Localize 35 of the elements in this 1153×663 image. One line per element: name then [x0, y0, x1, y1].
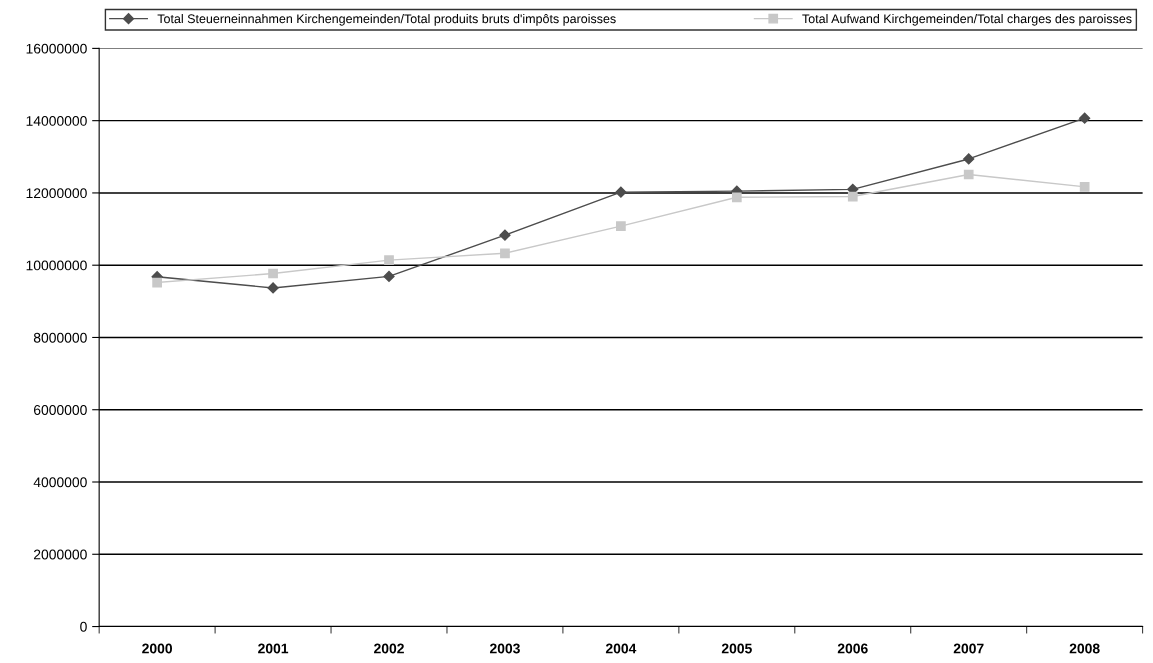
x-tick-label: 2001 — [258, 643, 289, 654]
x-tick-label: 2003 — [489, 643, 520, 654]
point — [499, 229, 511, 241]
point — [615, 186, 627, 198]
x-tick-label: 2005 — [721, 643, 752, 654]
point — [963, 153, 975, 165]
legend-label: Total Steuerneinnahmen Kirchengemeinden/Total produits bruts d'impôts paroisses — [157, 13, 616, 26]
x-tick-label: 2006 — [837, 643, 868, 654]
point — [384, 255, 394, 266]
point — [1079, 112, 1091, 124]
point — [268, 268, 278, 279]
y-tick-label: 2000000 — [33, 549, 87, 560]
y-tick-label: 4000000 — [33, 477, 87, 488]
y-tick-label: 12000000 — [26, 188, 87, 199]
y-tick-label: 8000000 — [33, 332, 87, 343]
point — [152, 277, 162, 288]
y-tick-label: 0 — [80, 621, 87, 632]
point — [500, 248, 510, 259]
y-tick-label: 16000000 — [26, 43, 87, 54]
point — [616, 221, 626, 232]
x-tick-label: 2007 — [953, 643, 984, 654]
y-tick-label: 6000000 — [33, 405, 87, 415]
y-tick-label: 14000000 — [26, 116, 87, 126]
legend-label: Total Aufwand Kirchgemeinden/Total charges des paroisses — [802, 13, 1132, 26]
point — [847, 191, 858, 202]
x-tick-label: 2000 — [142, 643, 173, 654]
point — [383, 270, 395, 283]
x-tick-label: 2002 — [374, 643, 404, 654]
y-tick-label: 10000000 — [26, 260, 87, 271]
x-tick-label: 2008 — [1069, 643, 1100, 654]
x-tick-label: 2004 — [605, 643, 637, 654]
point — [731, 192, 742, 203]
point — [1079, 181, 1090, 192]
point — [963, 169, 974, 180]
point — [267, 282, 279, 294]
